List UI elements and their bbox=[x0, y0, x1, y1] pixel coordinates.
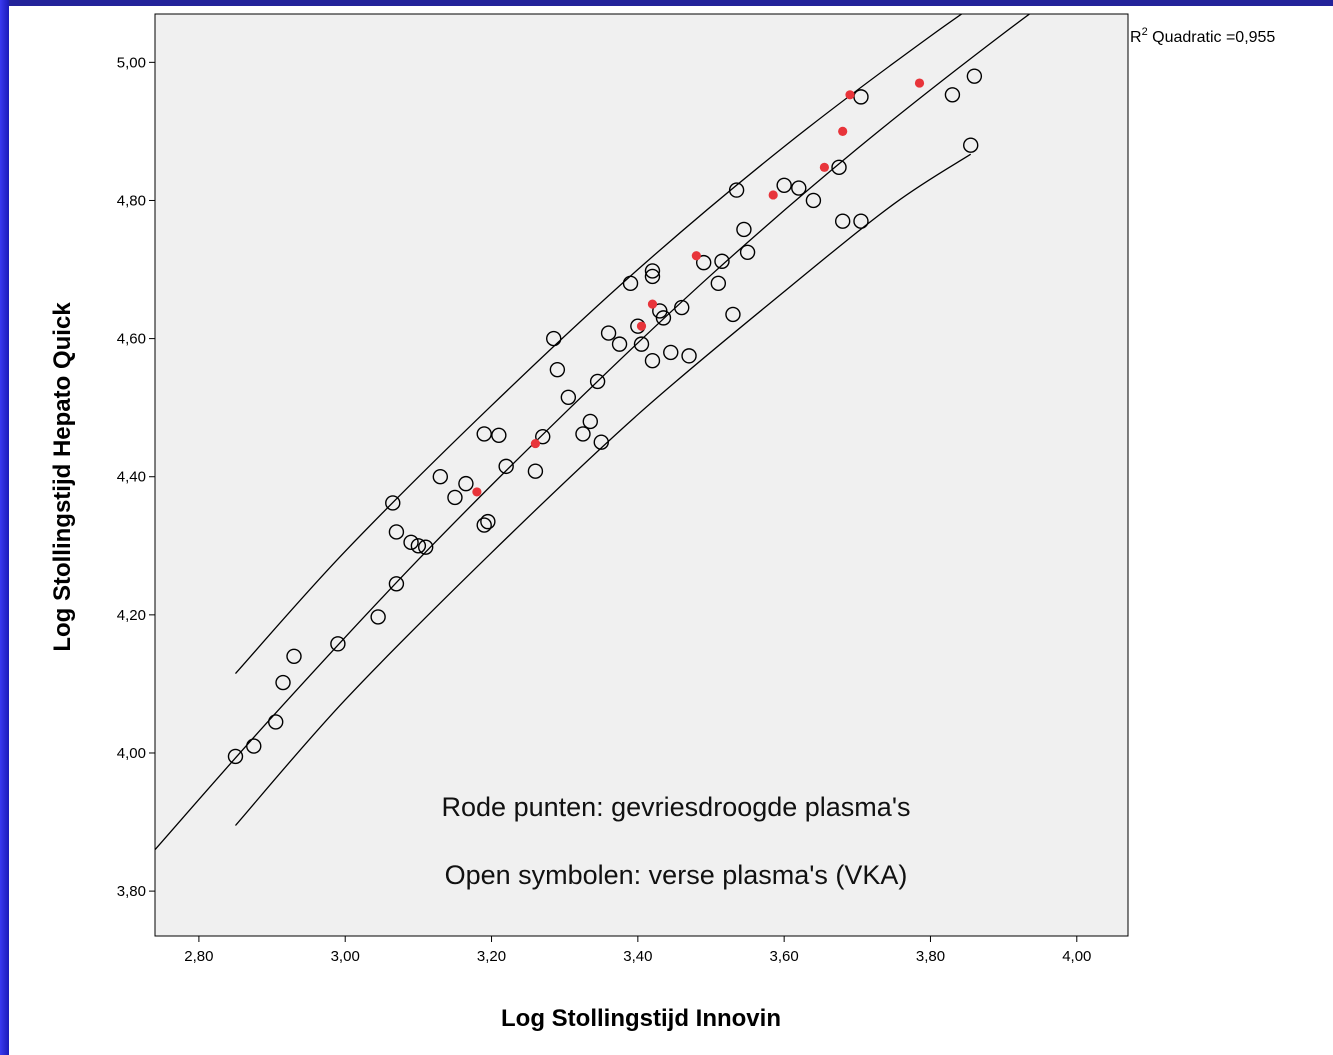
data-point-fresh bbox=[644, 263, 661, 279]
data-point-fresh bbox=[944, 87, 961, 103]
data-point-fresh bbox=[403, 534, 419, 551]
data-point-fresh bbox=[831, 159, 847, 176]
data-point-fresh bbox=[739, 244, 756, 260]
data-point-fresh bbox=[275, 674, 291, 691]
data-point-fresh bbox=[710, 275, 727, 292]
data-point-freeze-dried bbox=[636, 321, 647, 331]
data-point-fresh bbox=[432, 469, 449, 485]
data-point-freeze-dried bbox=[647, 299, 658, 309]
data-point-fresh bbox=[410, 538, 427, 554]
data-point-freeze-dried bbox=[914, 78, 925, 88]
data-point-fresh bbox=[286, 648, 302, 664]
data-point-fresh bbox=[622, 275, 639, 292]
data-point-fresh bbox=[663, 344, 679, 361]
data-point-fresh bbox=[776, 177, 792, 193]
data-point-fresh bbox=[549, 361, 566, 378]
data-point-fresh bbox=[560, 389, 577, 406]
x-tick-label: 3,60 bbox=[770, 948, 799, 965]
annotation-fresh: Open symbolen: verse plasma's (VKA) bbox=[445, 860, 908, 890]
data-point-fresh bbox=[417, 539, 434, 555]
data-point-fresh bbox=[611, 336, 628, 352]
x-tick-label: 3,40 bbox=[623, 948, 652, 965]
data-point-freeze-dried bbox=[530, 438, 541, 449]
data-point-fresh bbox=[674, 299, 690, 316]
data-point-fresh bbox=[834, 213, 851, 229]
plot-area bbox=[154, 13, 1129, 937]
data-point-fresh bbox=[330, 636, 346, 652]
slide-left-border bbox=[0, 0, 9, 1055]
data-point-fresh bbox=[714, 253, 730, 269]
data-point-freeze-dried bbox=[819, 162, 829, 172]
y-tick-label: 4,20 bbox=[117, 607, 146, 624]
data-point-fresh bbox=[575, 426, 591, 442]
data-point-fresh bbox=[527, 463, 544, 479]
data-point-fresh bbox=[600, 325, 617, 341]
data-point-fresh bbox=[476, 517, 492, 533]
slide-top-border bbox=[0, 0, 1333, 6]
data-point-fresh bbox=[476, 426, 492, 442]
fit-curve-lower-bound bbox=[234, 153, 972, 826]
y-tick-label: 3,80 bbox=[117, 883, 146, 900]
data-point-fresh bbox=[480, 513, 496, 530]
data-point-fresh bbox=[725, 306, 741, 323]
data-point-fresh bbox=[644, 268, 661, 285]
y-tick-label: 4,40 bbox=[117, 469, 146, 486]
y-tick-label: 4,00 bbox=[117, 745, 146, 762]
data-point-fresh bbox=[805, 192, 822, 209]
fit-curve-upper-bound bbox=[234, 14, 963, 674]
annotation-freeze-dried: Rode punten: gevriesdroogde plasma's bbox=[442, 792, 911, 822]
data-point-freeze-dried bbox=[472, 487, 482, 497]
x-axis-ticks: 2,80 3,00 3,20 3,40 3,60 3,80 4,00 bbox=[184, 936, 1091, 965]
data-point-freeze-dried bbox=[691, 251, 701, 261]
data-point-fresh bbox=[853, 213, 869, 229]
y-axis-title: Log Stollingstijd Hepato Quick bbox=[49, 302, 76, 652]
data-point-freeze-dried bbox=[838, 126, 848, 137]
data-point-fresh bbox=[388, 576, 405, 592]
y-tick-label: 5,00 bbox=[117, 54, 146, 71]
data-point-fresh bbox=[791, 180, 807, 196]
data-point-fresh bbox=[644, 352, 661, 369]
data-point-fresh bbox=[963, 137, 979, 153]
data-point-fresh bbox=[736, 221, 752, 238]
data-point-fresh bbox=[535, 428, 551, 445]
r2-label: R2 Quadratic =0,955 bbox=[1130, 26, 1275, 46]
data-point-fresh bbox=[498, 458, 514, 475]
y-axis-ticks: 3,80 4,00 4,20 4,40 4,60 4,80 5,00 bbox=[117, 54, 155, 900]
x-tick-label: 3,00 bbox=[331, 948, 360, 965]
data-points bbox=[227, 68, 983, 765]
x-tick-label: 4,00 bbox=[1062, 948, 1091, 965]
data-point-fresh bbox=[695, 254, 712, 271]
x-axis-title: Log Stollingstijd Innovin bbox=[501, 1005, 781, 1032]
data-point-fresh bbox=[491, 427, 507, 443]
fit-curve-fit bbox=[155, 14, 1031, 851]
data-point-fresh bbox=[655, 310, 672, 326]
data-point-fresh bbox=[966, 68, 983, 84]
data-point-fresh bbox=[589, 373, 606, 390]
x-tick-label: 3,20 bbox=[477, 948, 506, 965]
x-tick-label: 3,80 bbox=[916, 948, 945, 965]
data-point-fresh bbox=[458, 475, 474, 492]
data-point-fresh bbox=[385, 495, 401, 511]
data-point-fresh bbox=[388, 524, 405, 540]
data-point-fresh bbox=[246, 738, 262, 754]
data-point-fresh bbox=[582, 413, 598, 430]
data-point-fresh bbox=[728, 182, 745, 198]
data-point-fresh bbox=[546, 330, 562, 347]
data-point-freeze-dried bbox=[845, 90, 855, 100]
data-point-fresh bbox=[681, 348, 697, 364]
y-tick-label: 4,80 bbox=[117, 192, 146, 209]
data-point-fresh bbox=[593, 434, 609, 450]
data-point-freeze-dried bbox=[768, 190, 778, 200]
fit-curves bbox=[155, 14, 1031, 851]
data-point-fresh bbox=[633, 336, 650, 352]
data-point-fresh bbox=[370, 609, 386, 625]
x-tick-label: 2,80 bbox=[184, 948, 213, 965]
data-point-fresh bbox=[447, 489, 463, 506]
data-point-fresh bbox=[227, 748, 244, 765]
data-point-fresh bbox=[268, 714, 284, 730]
y-tick-label: 4,60 bbox=[117, 331, 146, 348]
